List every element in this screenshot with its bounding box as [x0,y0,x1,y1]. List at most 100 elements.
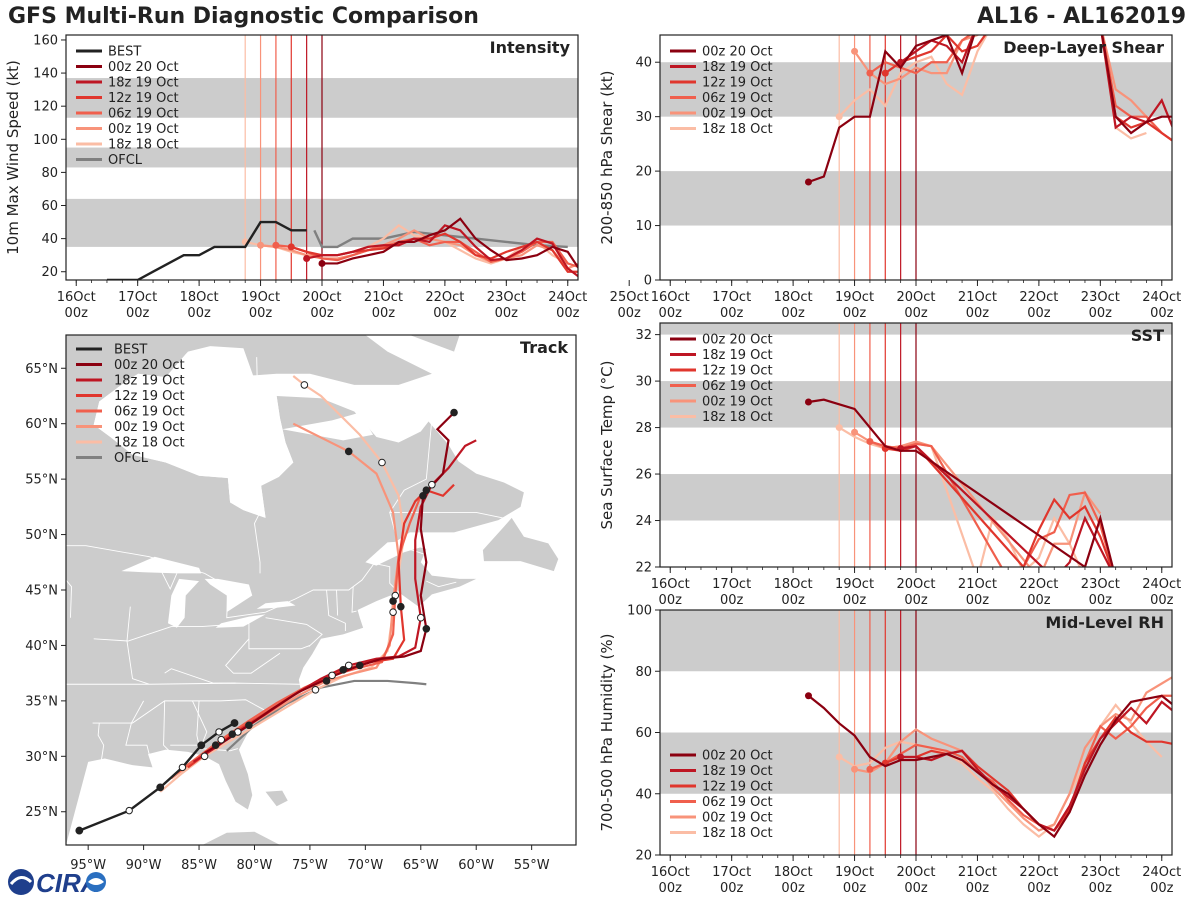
shear-panel: 01020304016Oct00z17Oct00z18Oct00z19Oct00… [598,34,1181,321]
y-tick-label: 22 [635,561,652,576]
y-tick-label: 80 [41,166,58,181]
legend-entry: 00z 20 Oct [702,333,773,348]
political-border [163,700,172,754]
panel-title: Deep-Layer Shear [1003,38,1164,57]
political-border [351,586,357,613]
series-point [303,254,311,262]
x-tick-label: 19Oct [835,577,874,592]
y-tick-label: 30°N [25,750,58,765]
political-border [97,723,105,760]
x-tick-label: 85°W [181,858,217,873]
x-tick-label: 17Oct [712,290,751,305]
lake-michigan [168,578,200,628]
y-tick-label: 10 [635,219,652,234]
best-marker [125,806,133,815]
track-marker [419,491,427,500]
panel-title: SST [1131,326,1164,345]
legend-entry: OFCL [114,451,149,466]
y-tick-label: 28 [635,421,652,436]
x-tick-label: 00z [904,593,928,608]
track-marker [339,666,347,674]
x-tick-label: 19Oct [835,290,874,305]
x-tick-label: 20Oct [896,865,935,880]
best-marker [156,783,165,792]
bahamas-land [265,790,288,807]
x-tick-label: 00z [1150,593,1174,608]
y-tick-label: 100 [627,604,652,619]
legend-entry: 18z 19 Oct [702,348,773,363]
x-tick-label: 00z [1150,881,1174,896]
hudson-bay [93,346,294,518]
x-tick-label: 21Oct [364,290,403,305]
north-america-land [66,335,524,845]
x-tick-label: 23Oct [1081,290,1120,305]
track-marker [422,486,431,495]
y-tick-label: 20 [635,849,652,864]
series-point [851,47,859,55]
x-tick-label: 16Oct [651,290,690,305]
legend-entry: 00z 20 Oct [702,45,773,60]
political-border [389,419,433,513]
y-tick-label: 60 [41,199,58,214]
x-tick-label: 00z [1089,306,1113,321]
legend-entry: 18z 18 Oct [114,436,185,451]
y-tick-label: 45°N [25,584,58,599]
track-marker [200,752,209,761]
intensity-panel: 2040608010012014016016Oct00z17Oct00z18Oc… [4,33,649,321]
y-tick-label: 20 [635,165,652,180]
legend-entry: 00z 20 Oct [702,749,773,764]
x-tick-label: 23Oct [1081,865,1120,880]
page-title: GFS Multi-Run Diagnostic Comparison [8,4,479,29]
series-line [900,444,1112,567]
x-tick-label: 00z [843,306,867,321]
legend-entry: 12z 19 Oct [702,780,773,795]
cuba-land [202,831,299,845]
northern-land [409,335,460,352]
legend-entry: 00z 19 Oct [702,395,773,410]
track-marker [397,602,405,611]
y-tick-label: 100 [33,133,58,148]
series-point [287,243,295,251]
newfoundland-land [482,517,559,572]
series-line [306,224,578,278]
y-tick-label: 40 [41,232,58,247]
legend-entry: 06z 19 Oct [702,91,773,106]
series-point [851,428,859,436]
political-border [225,638,281,674]
political-border [265,617,323,647]
y-tick-label: 120 [33,100,58,115]
series-line [808,398,1114,567]
x-tick-label: 21Oct [958,290,997,305]
legend-entry: 18z 19 Oct [702,60,773,75]
y-tick-label: 24 [635,514,652,529]
series-point [804,398,812,406]
legend-entry: 00z 19 Oct [702,811,773,826]
x-tick-label: 00z [126,306,150,321]
x-tick-label: 25Oct [610,290,649,305]
y-tick-label: 40 [635,56,652,71]
y-tick-label: 30 [635,110,652,125]
x-tick-label: 00z [659,881,683,896]
legend-entry: 18z 19 Oct [108,76,179,91]
x-tick-label: 80°W [237,858,273,873]
y-tick-label: 25°N [25,805,58,820]
y-tick-label: 26 [635,468,652,483]
series-point [272,241,280,249]
series-point [866,69,874,77]
series-point [851,765,859,773]
x-tick-label: 00z [1027,306,1051,321]
y-axis-label: Sea Surface Temp (°C) [598,360,616,529]
track-marker [328,671,336,680]
best-marker [215,728,223,736]
track-marker [211,741,220,750]
y-tick-label: 140 [33,67,58,82]
political-border [66,545,399,619]
map-layer [66,335,559,845]
track-marker [344,661,353,670]
series-line [884,35,1172,142]
legend-entry: 18z 18 Oct [108,138,179,153]
track-marker [344,447,353,456]
track-marker [217,735,226,744]
series-point [835,753,843,761]
y-tick-label: 35°N [25,694,58,709]
